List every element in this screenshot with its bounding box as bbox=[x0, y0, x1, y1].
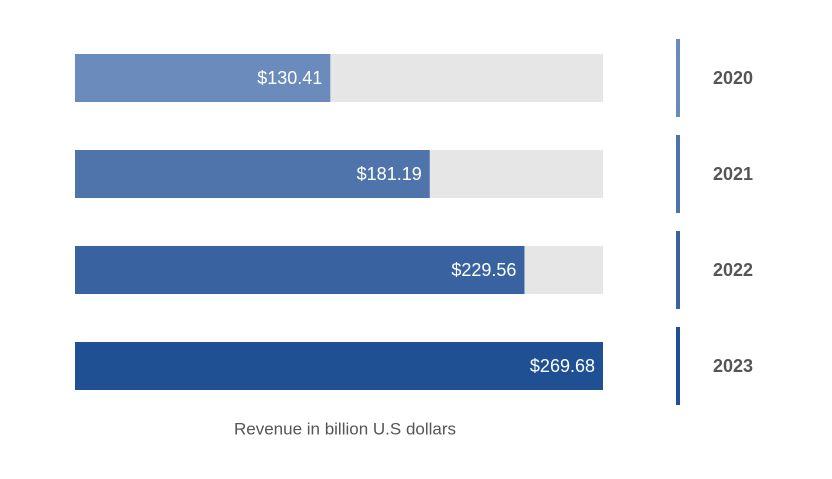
category-label: 2020 bbox=[713, 68, 753, 88]
value-label: $130.41 bbox=[257, 68, 322, 88]
category-marker bbox=[676, 39, 680, 117]
category-marker bbox=[676, 327, 680, 405]
value-label: $181.19 bbox=[357, 164, 422, 184]
value-label: $269.68 bbox=[530, 356, 595, 376]
category-marker bbox=[676, 231, 680, 309]
category-marker bbox=[676, 135, 680, 213]
category-label: 2021 bbox=[713, 164, 753, 184]
bar bbox=[75, 246, 525, 294]
bar bbox=[75, 150, 430, 198]
bar bbox=[75, 342, 603, 390]
category-label: 2023 bbox=[713, 356, 753, 376]
category-label: 2022 bbox=[713, 260, 753, 280]
bar bbox=[75, 54, 331, 102]
value-label: $229.56 bbox=[451, 260, 516, 280]
x-axis-label: Revenue in billion U.S dollars bbox=[234, 419, 456, 438]
